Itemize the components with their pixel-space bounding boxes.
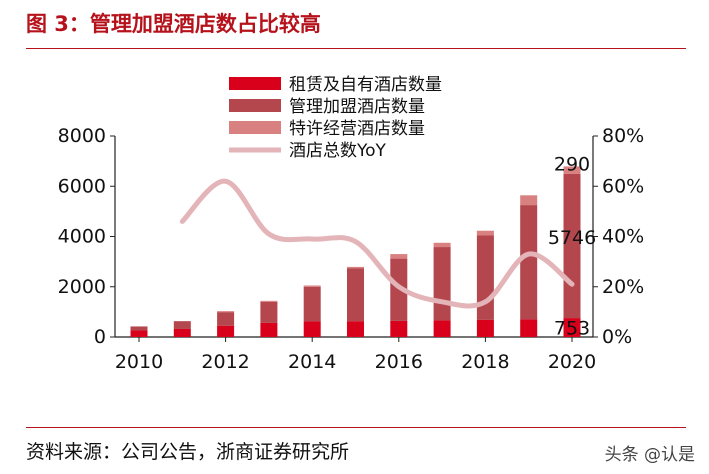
bars	[130, 166, 581, 337]
y2-tick-label: 0%	[602, 326, 632, 348]
data-label-1: 5746	[548, 227, 596, 249]
bar-licensed-2014	[303, 285, 321, 287]
bar-licensed-2017	[433, 242, 451, 248]
watermark: 头条 @认是	[604, 445, 695, 465]
chart-title: 图 3：管理加盟酒店数占比较高	[26, 12, 321, 36]
bar-franchised-2013	[260, 301, 278, 323]
bar-leased-2015	[347, 321, 364, 337]
y-tick-label: 6000	[58, 175, 106, 197]
bar-leased-2014	[303, 321, 321, 337]
bar-leased-2013	[260, 322, 278, 337]
bar-licensed-2018	[476, 230, 494, 236]
legend-label: 酒店总数YoY	[289, 141, 387, 161]
legend-swatch	[229, 99, 281, 112]
bar-leased-2019	[520, 319, 538, 337]
yoy-line	[179, 178, 575, 309]
source-note: 资料来源：公司公告，浙商证券研究所	[26, 441, 350, 463]
data-labels: 753 5746 290	[548, 153, 596, 339]
bar-franchised-2018	[476, 235, 494, 320]
y-tick-label: 4000	[58, 226, 106, 248]
y2-tick-label: 60%	[602, 175, 644, 197]
x-tick-label: 2020	[548, 351, 596, 373]
bar-licensed-2013	[260, 300, 278, 302]
y-tick-label: 8000	[58, 125, 106, 147]
bar-licensed-2020	[563, 166, 581, 174]
bar-leased-2017	[433, 320, 451, 337]
x-tick-label: 2010	[115, 351, 163, 373]
bar-leased-2011	[173, 328, 191, 337]
bar-franchised-2011	[173, 321, 191, 329]
data-label-0: 753	[554, 318, 590, 340]
bar-franchised-2014	[303, 286, 321, 322]
title-divider	[26, 48, 686, 49]
bar-licensed-2015	[347, 266, 364, 269]
x-tick-label: 2014	[288, 351, 336, 373]
bar-leased-2018	[476, 319, 494, 337]
x-tick-label: 2012	[201, 351, 249, 373]
y2-tick-label: 80%	[602, 125, 644, 147]
y-tick-label: 2000	[58, 276, 106, 298]
bar-leased-2020	[563, 318, 581, 337]
legend-label: 特许经营酒店数量	[289, 119, 425, 139]
legend-label: 管理加盟酒店数量	[289, 97, 425, 117]
axes: 0 2000 4000 6000 8000 0% 20% 40% 60% 80% 2010 2012 2…	[58, 125, 645, 373]
bar-franchised-2015	[347, 268, 364, 322]
bar-leased-2016	[390, 320, 408, 337]
y-tick-label: 0	[94, 326, 106, 348]
bar-licensed-2016	[390, 254, 408, 259]
y2-tick-label: 40%	[602, 226, 644, 248]
x-tick-label: 2018	[461, 351, 509, 373]
bar-leased-2010	[130, 330, 148, 337]
bar-leased-2012	[217, 325, 235, 337]
bar-franchised-2019	[520, 205, 538, 320]
bar-licensed-2019	[520, 195, 538, 206]
y2-tick-label: 20%	[602, 276, 644, 298]
legend-label: 租赁及自有酒店数量	[289, 75, 442, 95]
bar-franchised-2017	[433, 247, 451, 321]
footer-divider	[26, 427, 686, 428]
x-tick-label: 2016	[375, 351, 423, 373]
bar-franchised-2010	[130, 326, 148, 331]
legend-swatch	[229, 77, 281, 90]
legend-swatch	[229, 121, 281, 134]
data-label-2: 290	[554, 153, 590, 175]
bar-franchised-2012	[217, 312, 235, 326]
bar-licensed-2012	[217, 311, 235, 313]
